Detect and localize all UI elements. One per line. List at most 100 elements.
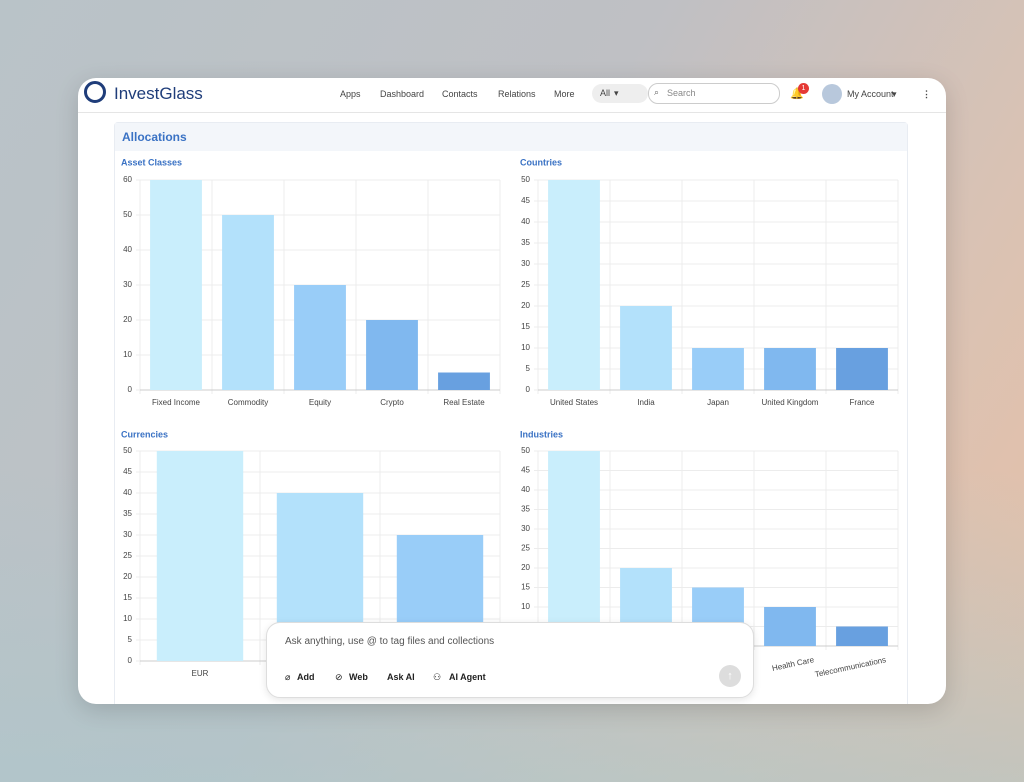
nav-link[interactable]: Contacts xyxy=(442,89,478,99)
x-tick-label: India xyxy=(637,398,655,407)
y-tick-label: 30 xyxy=(521,524,530,533)
y-tick-label: 30 xyxy=(521,259,530,268)
bar xyxy=(156,451,244,661)
chart-title: Industries xyxy=(520,429,563,439)
logo[interactable]: InvestGlass xyxy=(114,84,203,103)
y-tick-label: 10 xyxy=(521,343,530,352)
x-tick-label: Health Care xyxy=(771,655,815,673)
y-tick-label: 35 xyxy=(521,238,530,247)
x-tick-label: Fixed Income xyxy=(152,398,201,407)
add-button[interactable]: Add xyxy=(297,672,315,682)
bar xyxy=(294,285,346,390)
y-tick-label: 20 xyxy=(521,563,530,572)
nav-link[interactable]: Apps xyxy=(340,89,361,99)
y-tick-label: 40 xyxy=(521,485,530,494)
y-tick-label: 45 xyxy=(521,196,530,205)
bar xyxy=(150,180,202,390)
send-button[interactable]: ↑ xyxy=(719,665,741,687)
y-tick-label: 40 xyxy=(123,488,132,497)
nav-link[interactable]: Dashboard xyxy=(380,89,425,99)
bar xyxy=(438,372,490,390)
filter-dropdown[interactable]: All ▾ xyxy=(592,84,648,103)
y-tick-label: 40 xyxy=(123,245,132,254)
search-box[interactable]: Search ⌕ xyxy=(648,83,780,104)
bar xyxy=(764,607,816,646)
y-tick-label: 10 xyxy=(123,614,132,623)
notification-badge: 1 xyxy=(798,83,809,94)
y-tick-label: 35 xyxy=(521,505,530,514)
x-tick-label: EUR xyxy=(192,669,209,678)
y-tick-label: 50 xyxy=(123,446,132,455)
bar xyxy=(836,348,888,390)
bar xyxy=(548,180,600,390)
caret: ▾ xyxy=(614,88,619,98)
y-tick-label: 45 xyxy=(123,467,132,476)
y-tick-label: 60 xyxy=(123,175,132,184)
panel-header: Allocations xyxy=(115,123,907,151)
y-tick-label: 0 xyxy=(128,385,133,394)
bar xyxy=(548,451,600,646)
y-tick-label: 10 xyxy=(521,602,530,611)
section-title: Allocations xyxy=(122,130,187,144)
y-tick-label: 15 xyxy=(123,593,132,602)
y-tick-label: 50 xyxy=(521,446,530,455)
chart-title: Asset Classes xyxy=(121,157,182,167)
y-tick-label: 0 xyxy=(526,385,531,394)
y-tick-label: 25 xyxy=(123,551,132,560)
x-tick-label: Japan xyxy=(707,398,729,407)
bar xyxy=(692,348,744,390)
y-tick-label: 30 xyxy=(123,530,132,539)
y-tick-label: 40 xyxy=(521,217,530,226)
y-tick-label: 5 xyxy=(526,364,531,373)
y-tick-label: 25 xyxy=(521,544,530,553)
x-tick-label: France xyxy=(850,398,875,407)
bar xyxy=(222,215,274,390)
bar xyxy=(764,348,816,390)
nav-link[interactable]: More xyxy=(554,89,575,99)
y-tick-label: 30 xyxy=(123,280,132,289)
chart-title: Countries xyxy=(520,157,562,167)
bar xyxy=(366,320,418,390)
allocations-panel: Allocations xyxy=(114,122,908,704)
x-tick-label: Real Estate xyxy=(443,398,485,407)
y-tick-label: 35 xyxy=(123,509,132,518)
y-tick-label: 50 xyxy=(123,210,132,219)
x-tick-label: Equity xyxy=(309,398,331,407)
x-tick-label: Telecommunications xyxy=(814,655,887,679)
assistant-input[interactable]: Ask anything, use @ to tag files and col… xyxy=(285,636,495,647)
y-tick-label: 5 xyxy=(128,635,133,644)
bar xyxy=(620,306,672,390)
agent-icon: ⚇ xyxy=(433,672,442,682)
x-tick-label: United States xyxy=(550,398,598,407)
logo-mark xyxy=(84,81,106,103)
web-icon: ⊘ xyxy=(335,672,343,682)
filter-label: All xyxy=(600,88,611,98)
add-icon: ⌀ xyxy=(285,672,291,682)
y-tick-label: 15 xyxy=(521,322,530,331)
bar xyxy=(836,626,888,646)
assistant-box: Ask anything, use @ to tag files and col… xyxy=(266,622,754,698)
y-tick-label: 20 xyxy=(521,301,530,310)
chart-title: Currencies xyxy=(121,429,168,439)
y-tick-label: 25 xyxy=(521,280,530,289)
x-tick-label: Crypto xyxy=(380,398,404,407)
top-bar: InvestGlass Apps Dashboard Contacts Rela… xyxy=(78,78,946,113)
web-button[interactable]: Web xyxy=(349,672,368,682)
search-icon: ⌕ xyxy=(654,87,660,97)
search-placeholder: Search xyxy=(667,88,696,98)
ask-ai-button[interactable]: Ask AI xyxy=(387,672,415,682)
nav-link[interactable]: Relations xyxy=(498,89,536,99)
y-tick-label: 45 xyxy=(521,466,530,475)
avatar[interactable] xyxy=(822,84,842,104)
more-menu[interactable]: ⋮ xyxy=(922,89,931,99)
x-tick-label: Commodity xyxy=(228,398,268,407)
x-tick-label: United Kingdom xyxy=(762,398,819,407)
y-tick-label: 0 xyxy=(128,656,133,665)
y-tick-label: 15 xyxy=(521,583,530,592)
ai-agent-button[interactable]: AI Agent xyxy=(449,672,486,682)
y-tick-label: 20 xyxy=(123,315,132,324)
caret: ▾ xyxy=(892,89,897,99)
account-menu[interactable]: My Account xyxy=(847,89,894,99)
